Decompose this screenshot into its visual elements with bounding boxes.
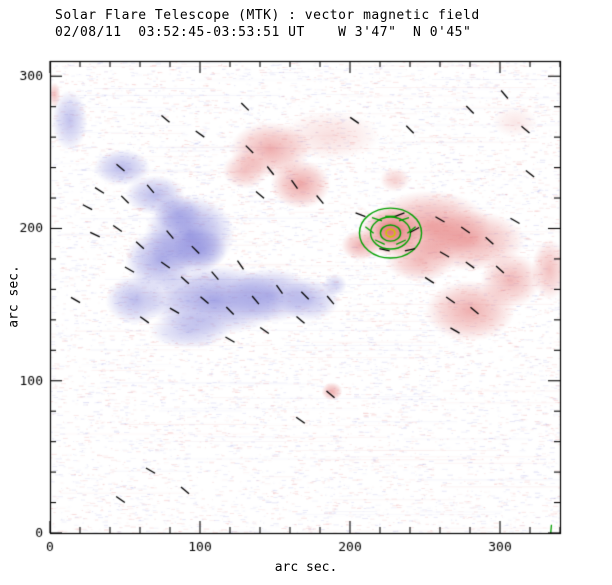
figure-subtitle: 02/08/11 03:52:45-03:53:51 UT W 3'47" N … [55,25,472,40]
figure-title: Solar Flare Telescope (MTK) : vector mag… [55,8,480,23]
y-axis-label: arc sec. [6,265,22,328]
x-axis-label: arc sec. [274,560,338,575]
